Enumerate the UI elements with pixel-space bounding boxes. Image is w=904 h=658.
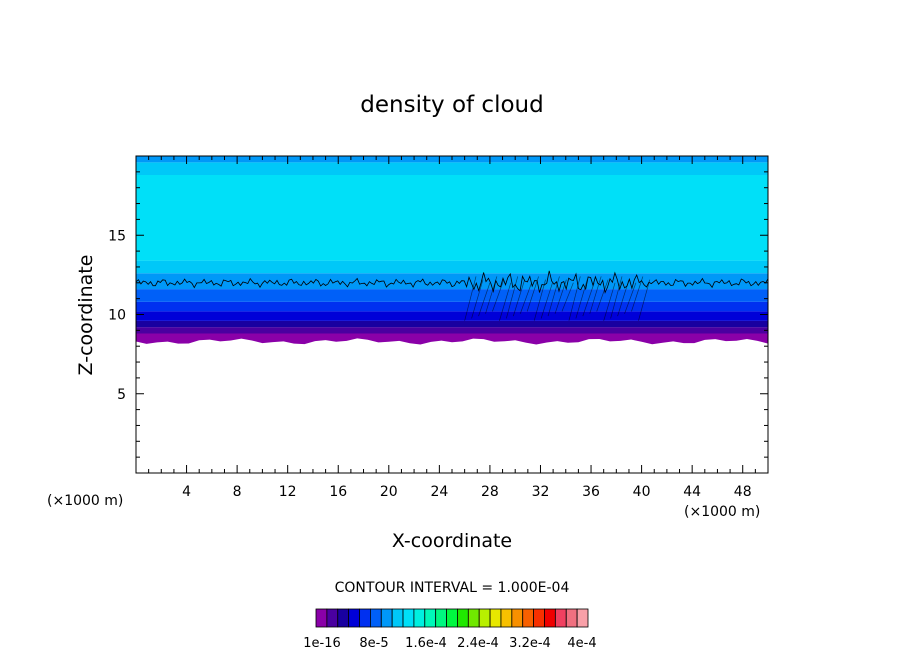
colorbar-labels: 1e-16 8e-5 1.6e-4 2.4e-4 3.2e-4 4e-4 bbox=[303, 636, 596, 651]
colorbar-swatch bbox=[533, 608, 545, 628]
x-tick-label: 28 bbox=[481, 484, 499, 500]
x-tick-label: 12 bbox=[279, 484, 297, 500]
colorbar-swatch bbox=[565, 608, 578, 628]
colorbar-swatch bbox=[380, 608, 393, 628]
x-tick-label: 16 bbox=[329, 484, 347, 500]
contour-streak bbox=[526, 276, 539, 312]
chart-title: density of cloud bbox=[360, 92, 543, 118]
colorbar-label: 3.2e-4 bbox=[509, 636, 551, 651]
contour-streak bbox=[499, 282, 512, 321]
contour-streak bbox=[471, 279, 484, 319]
x-axis-ticks: 4 8 12 16 20 24 28 32 36 40 44 48 bbox=[148, 156, 756, 500]
contour-streak bbox=[561, 282, 574, 312]
colorbar-swatch bbox=[457, 608, 469, 628]
contour-streak bbox=[575, 279, 588, 319]
y-tick-label: 5 bbox=[117, 387, 126, 403]
x-axis-label: X-coordinate bbox=[392, 530, 512, 552]
y-tick-label: 15 bbox=[108, 228, 126, 244]
colorbar-label: 8e-5 bbox=[359, 636, 388, 651]
colorbar bbox=[315, 608, 589, 628]
contour-streak bbox=[631, 276, 644, 312]
colorbar-swatch bbox=[337, 608, 350, 628]
contour-streak bbox=[589, 276, 602, 314]
heatmap-band bbox=[136, 175, 768, 261]
contour-streak bbox=[506, 276, 519, 319]
contour-streak bbox=[554, 279, 567, 314]
colorbar-swatch bbox=[576, 608, 589, 628]
y-tick-label: 10 bbox=[108, 308, 126, 324]
colorbar-swatch bbox=[413, 608, 426, 628]
x-tick-label: 24 bbox=[430, 484, 448, 500]
contour-streak bbox=[610, 276, 623, 319]
colorbar-swatch bbox=[315, 608, 328, 628]
heatmap-band bbox=[136, 311, 768, 321]
colorbar-swatch bbox=[467, 608, 480, 628]
contour-lines bbox=[135, 270, 769, 321]
y-unit-label: (×1000 m) bbox=[47, 493, 123, 509]
contour-streak bbox=[603, 282, 616, 321]
colorbar-swatch bbox=[359, 608, 371, 628]
contour-streak bbox=[464, 276, 477, 321]
colorbar-swatch bbox=[391, 608, 404, 628]
contour-streak bbox=[638, 279, 651, 321]
colorbar-swatch bbox=[326, 608, 339, 628]
x-tick-label: 44 bbox=[683, 484, 701, 500]
contour-streak bbox=[547, 276, 560, 317]
x-tick-label: 36 bbox=[582, 484, 600, 500]
colorbar-swatch bbox=[369, 608, 382, 628]
colorbar-label: 1e-16 bbox=[303, 636, 341, 651]
x-tick-label: 40 bbox=[633, 484, 651, 500]
colorbar-swatch bbox=[522, 608, 534, 628]
contour-streak bbox=[533, 279, 546, 321]
contour-streak bbox=[478, 282, 491, 317]
colorbar-swatch bbox=[402, 608, 415, 628]
x-unit-label: (×1000 m) bbox=[684, 504, 760, 520]
heatmap-band bbox=[136, 289, 768, 302]
x-tick-label: 4 bbox=[182, 484, 191, 500]
heatmap-band bbox=[136, 333, 768, 345]
colorbar-swatch bbox=[348, 608, 360, 628]
colorbar-swatch bbox=[424, 608, 437, 628]
colorbar-swatch bbox=[446, 608, 458, 628]
colorbar-swatch bbox=[544, 608, 556, 628]
x-tick-label: 32 bbox=[532, 484, 550, 500]
contour-streak bbox=[485, 276, 498, 314]
contour-streak bbox=[492, 279, 505, 312]
colorbar-swatch bbox=[511, 608, 524, 628]
heatmap-bands bbox=[136, 156, 768, 345]
colorbar-label: 2.4e-4 bbox=[457, 636, 499, 651]
colorbar-swatch bbox=[435, 608, 447, 628]
x-tick-label: 8 bbox=[233, 484, 242, 500]
colorbar-swatch bbox=[489, 608, 502, 628]
contour-streak bbox=[568, 276, 581, 321]
contour-streak bbox=[512, 279, 526, 317]
colorbar-swatch bbox=[500, 608, 513, 628]
colorbar-swatch bbox=[554, 608, 567, 628]
heatmap-band bbox=[136, 327, 768, 334]
contour-line bbox=[135, 270, 769, 294]
heatmap-band bbox=[136, 162, 768, 176]
heatmap-band bbox=[136, 273, 768, 290]
contour-streak bbox=[582, 282, 595, 317]
contour-streak bbox=[617, 279, 630, 317]
colorbar-label: 1.6e-4 bbox=[405, 636, 447, 651]
contour-streak bbox=[624, 282, 637, 314]
contour-streak bbox=[596, 279, 609, 312]
heatmap-band bbox=[136, 320, 768, 328]
colorbar-label: 4e-4 bbox=[567, 636, 596, 651]
heatmap-band bbox=[136, 301, 768, 312]
colorbar-swatch bbox=[478, 608, 491, 628]
contour-streak bbox=[519, 282, 532, 314]
contour-interval-text: CONTOUR INTERVAL = 1.000E-04 bbox=[335, 580, 570, 596]
y-axis-label: Z-coordinate bbox=[75, 255, 97, 376]
heatmap-band bbox=[136, 260, 768, 274]
x-tick-label: 20 bbox=[380, 484, 398, 500]
y-axis-ticks: 5 10 15 bbox=[108, 171, 768, 458]
contour-streak bbox=[540, 282, 553, 319]
x-tick-label: 48 bbox=[734, 484, 752, 500]
